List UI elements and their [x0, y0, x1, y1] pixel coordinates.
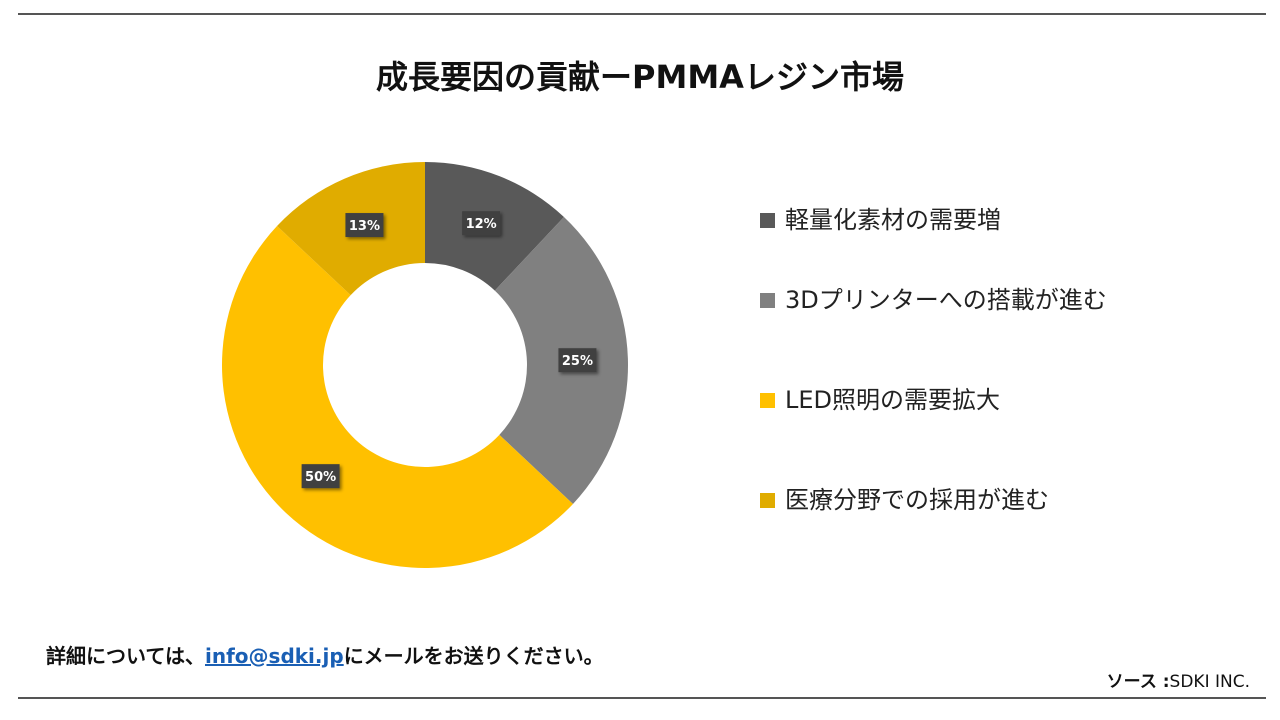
legend-swatch: [760, 392, 775, 408]
data-label-text: 25%: [562, 354, 593, 369]
legend-label: LED照明の需要拡大: [785, 386, 1001, 414]
source-value: SDKI INC.: [1169, 672, 1250, 692]
chart-title: 成長要因の貢献ーPMMAレジン市場: [376, 58, 904, 96]
data-label-lightweight: 12%: [462, 211, 501, 236]
source-separator: :: [1156, 672, 1170, 692]
data-label-text: 50%: [305, 470, 336, 485]
legend-label: 3Dプリンターへの搭載が進む: [785, 286, 1107, 314]
legend-label: 医療分野での採用が進む: [785, 486, 1049, 514]
legend-item: 3Dプリンターへの搭載が進む: [760, 250, 1260, 350]
top-rule: [18, 13, 1266, 15]
data-label-text: 12%: [466, 217, 497, 232]
data-label-box: [558, 348, 597, 373]
bottom-rule: [18, 697, 1266, 699]
legend-item: 軽量化素材の需要増: [760, 190, 1260, 250]
data-label-3d-printer: 25%: [558, 348, 597, 373]
email-link[interactable]: info@sdki.jp: [205, 644, 344, 668]
data-label-medical: 13%: [345, 213, 384, 238]
data-label-box: [301, 464, 340, 489]
chart-legend: 軽量化素材の需要増 3Dプリンターへの搭載が進む LED照明の需要拡大 医療分野…: [760, 190, 1260, 550]
data-label-led: 50%: [301, 464, 340, 489]
data-label-box: [345, 213, 384, 238]
data-label-box: [462, 211, 501, 236]
contact-note: 詳細については、info@sdki.jpにメールをお送りください。: [46, 640, 604, 669]
legend-swatch: [760, 292, 775, 308]
source-note: ソース :SDKI INC.: [1107, 667, 1250, 692]
legend-item: 医療分野での採用が進む: [760, 450, 1260, 550]
legend-item: LED照明の需要拡大: [760, 350, 1260, 450]
contact-prefix: 詳細については、: [46, 644, 205, 668]
legend-swatch: [760, 492, 775, 508]
legend-swatch: [760, 212, 775, 228]
legend-label: 軽量化素材の需要増: [785, 206, 1001, 234]
donut-chart: 12% 25% 50% 13%: [200, 140, 650, 590]
contact-suffix: にメールをお送りください。: [343, 644, 604, 668]
source-label: ソース: [1106, 672, 1157, 692]
donut-svg: 12% 25% 50% 13%: [222, 162, 628, 568]
data-label-text: 13%: [349, 219, 380, 234]
